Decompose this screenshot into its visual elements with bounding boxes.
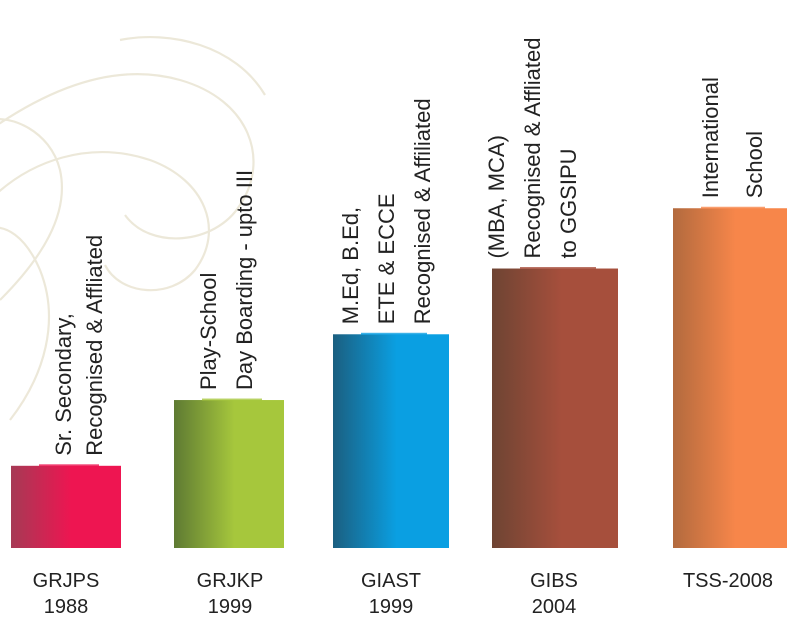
bar-grjps — [11, 465, 121, 548]
annotation-line: ETE & ECCE — [374, 193, 399, 324]
annotation-line: Sr. Secondary, — [51, 313, 76, 456]
bar-top-edge — [520, 267, 596, 270]
category-label: GIBS 2004 — [530, 570, 578, 618]
bar-annotation: Play-School Day Boarding - upto III — [196, 170, 257, 390]
category-labels-layer: GRJPS 1988 GRJKP 1999 GIAST 1999 GIBS 2004 TSS-2… — [33, 570, 773, 618]
category-year: 2004 — [532, 596, 577, 618]
annotation-line: Play-School — [196, 273, 221, 390]
category-label: GRJKP 1999 — [197, 570, 264, 618]
category-year: 1999 — [208, 596, 253, 618]
annotation-line: Recognised & Affiliated — [410, 98, 435, 324]
bar-top-edge — [39, 464, 99, 467]
bar-annotation: International School — [698, 77, 767, 198]
annotation-line: Recognised & Affliated — [520, 38, 545, 259]
category-label: GRJPS 1988 — [33, 570, 100, 618]
category-label: TSS-2008 — [683, 570, 773, 592]
category-name: GRJKP — [197, 570, 264, 592]
bar-top-edge — [361, 332, 427, 335]
annotations-layer: Sr. Secondary, Recognised & Affliated Play… — [51, 38, 767, 456]
category-name: TSS-2008 — [683, 570, 773, 592]
category-year: 1988 — [44, 596, 89, 618]
bar-gibs — [492, 268, 618, 548]
category-label: GIAST 1999 — [361, 570, 421, 618]
bar-annotation: M.Ed, B.Ed, ETE & ECCE Recognised & Affili… — [338, 98, 435, 324]
bar-annotation: (MBA, MCA) Recognised & Affliated to GGSIP… — [484, 38, 581, 259]
annotation-line: Day Boarding - upto III — [232, 170, 257, 390]
bar-top-edge — [701, 206, 765, 209]
bar-giast — [333, 334, 449, 548]
annotation-line: M.Ed, B.Ed, — [338, 207, 363, 324]
category-name: GIBS — [530, 570, 578, 592]
category-name: GIAST — [361, 570, 421, 592]
annotation-line: Recognised & Affliated — [82, 235, 107, 456]
category-year: 1999 — [369, 596, 414, 618]
bars-layer — [11, 206, 787, 549]
annotation-line: International — [698, 77, 723, 198]
bar-tss-2008 — [673, 208, 787, 549]
annotation-line: (MBA, MCA) — [484, 135, 509, 258]
bar-grjkp — [174, 400, 284, 548]
category-name: GRJPS — [33, 570, 100, 592]
bar-annotation: Sr. Secondary, Recognised & Affliated — [51, 235, 107, 456]
annotation-line: School — [742, 131, 767, 198]
annotation-line: to GGSIPU — [556, 148, 581, 258]
bar-top-edge — [202, 398, 262, 401]
